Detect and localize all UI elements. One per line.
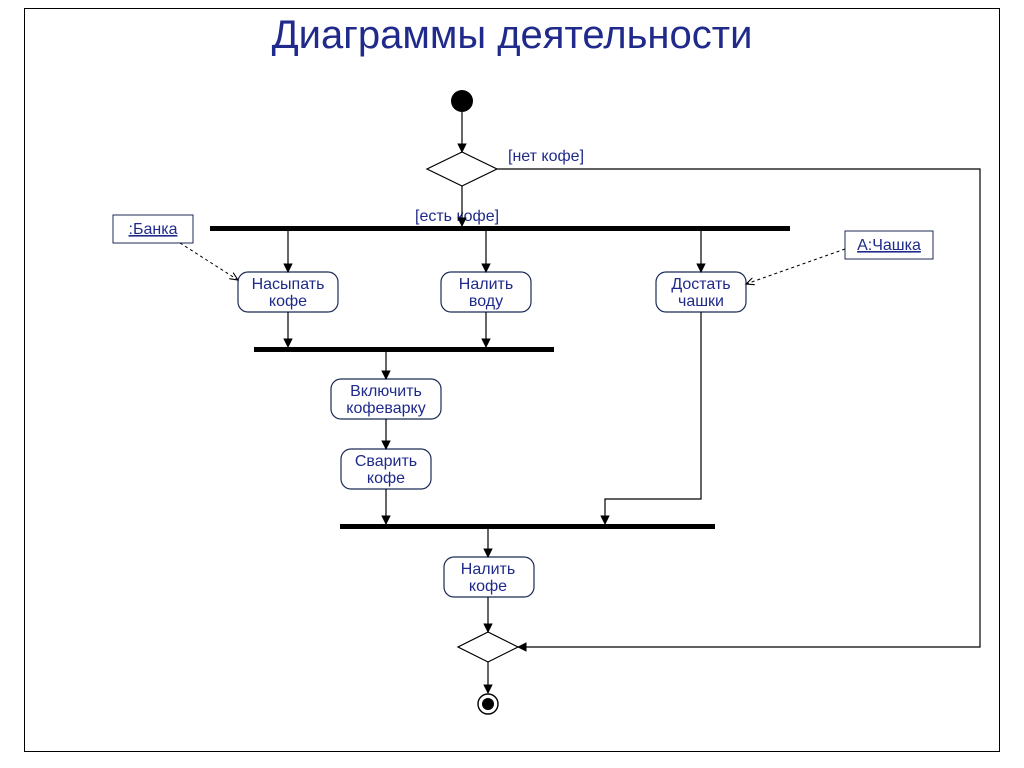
edge-get-cups-join2 [605, 312, 701, 524]
activity-pour-water-label2: воду [469, 293, 503, 310]
activity-turn-on-machine-label1: Включить [350, 383, 422, 400]
activity-brew-coffee-label1: Сварить [355, 453, 417, 470]
activity-pour-coffee-cup-label2: кофе [469, 578, 507, 595]
activity-pour-water-label1: Налить [459, 276, 513, 293]
join-bar-2 [340, 524, 715, 529]
object-bank-label: :Банка [129, 221, 178, 238]
activity-get-cups-label1: Достать [671, 276, 730, 293]
activity-get-cups-label2: чашки [678, 293, 724, 310]
activity-brew-coffee-label2: кофе [367, 470, 405, 487]
guard-has-coffee: [есть кофе] [415, 208, 499, 225]
join-bar-1 [254, 347, 554, 352]
decision-top [427, 152, 497, 186]
object-flow-cup-get-cups [746, 249, 845, 284]
guard-no-coffee: [нет кофе] [508, 148, 584, 165]
merge-node [458, 632, 518, 662]
activity-pour-coffee-cup-label1: Налить [461, 561, 515, 578]
diagram-frame: Диаграммы деятельности [нет кофе] [есть … [24, 8, 1000, 752]
object-cup-label: А:Чашка [857, 237, 921, 254]
activity-pour-ground-coffee-label1: Насыпать [252, 276, 325, 293]
object-flow-bank-coffee [180, 243, 238, 280]
final-node-inner [482, 698, 494, 710]
activity-pour-ground-coffee-label2: кофе [269, 293, 307, 310]
initial-node [451, 90, 473, 112]
activity-diagram-canvas: [нет кофе] [есть кофе] Насыпать кофе Нал… [25, 9, 1001, 753]
activity-turn-on-machine-label2: кофеварку [346, 400, 425, 417]
fork-bar-1 [210, 226, 790, 231]
